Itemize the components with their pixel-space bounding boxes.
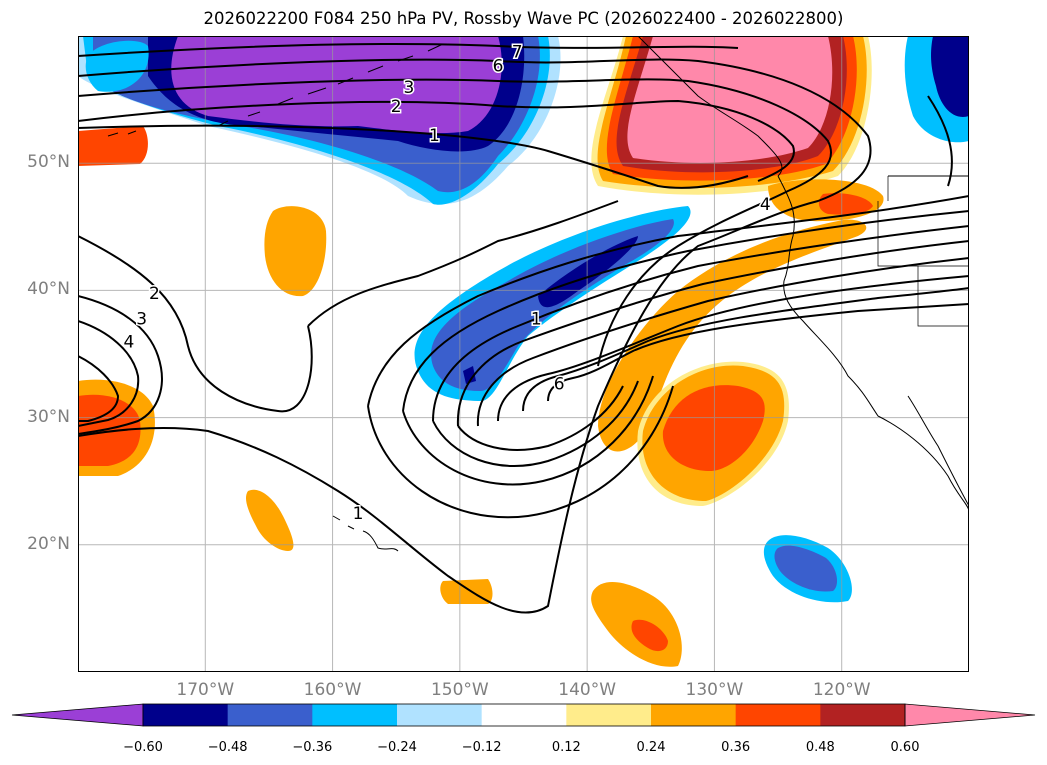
map-title: 2026022200 F084 250 hPa PV, Rossby Wave …: [203, 9, 844, 28]
contour-label: 3: [136, 309, 147, 329]
grid-lines: [78, 36, 969, 672]
pv-contours: [78, 43, 969, 614]
colorbar-tick-label: −0.36: [292, 740, 333, 755]
lat-tick-label: 40°N: [27, 279, 70, 300]
pv-contour: [78, 295, 163, 435]
lon-tick-label: 120°W: [812, 680, 871, 700]
contour-label: 6: [493, 56, 504, 76]
contour-label: 4: [760, 195, 771, 215]
negative-anomaly-ne-edge-navy: [931, 36, 969, 117]
pv-contour: [547, 303, 969, 402]
pv-contour: [78, 355, 120, 422]
map-border: [78, 36, 969, 672]
hawaii-islands: [332, 515, 399, 552]
colorbar-swatch: [651, 704, 737, 726]
pv-contour: [78, 58, 872, 614]
lon-tick-label: 140°W: [558, 680, 617, 700]
contour-label: 1: [429, 126, 440, 146]
lat-tick-label: 20°N: [27, 533, 70, 554]
pv-contour: [432, 225, 969, 422]
positive-anomaly-blob-30n-red: [662, 385, 765, 471]
anomaly-fill-layer: [78, 36, 969, 667]
positive-anomaly-blob-23n: [245, 489, 294, 551]
negative-anomaly-trough-navy: [538, 236, 638, 308]
colorbar-frame: [142, 703, 906, 727]
contour-label: 4: [124, 332, 135, 352]
pv-contour: [402, 210, 969, 412]
pv-contour: [522, 287, 969, 412]
negative-anomaly-trough-navy-small: [463, 366, 476, 384]
contour-label: 3: [404, 78, 415, 98]
lon-tick-label: 150°W: [430, 680, 489, 700]
contour-label: 7: [512, 42, 523, 62]
colorbar-tick-label: 0.60: [890, 740, 920, 755]
positive-anomaly-blob-15n-red: [631, 619, 668, 652]
lat-tick-label: 50°N: [27, 152, 70, 173]
lat-tick-label: 30°N: [27, 406, 70, 427]
colorbar-swatch: [735, 704, 821, 726]
colorbar-swatch: [566, 704, 652, 726]
pv-contour: [476, 257, 969, 427]
positive-anomaly-west-30n-red: [78, 394, 141, 466]
pv-contour: [367, 195, 969, 407]
colorbar: [11, 703, 1036, 727]
colorbar-swatch: [820, 704, 906, 726]
pv-contour: [78, 78, 833, 367]
contour-label: 2: [149, 284, 160, 304]
pv-contour: [402, 375, 654, 486]
baja-coastline: [907, 395, 969, 507]
pv-contour: [497, 275, 969, 422]
colorbar-swatch: [397, 704, 483, 726]
colorbar-tick-label: 0.12: [551, 740, 581, 755]
colorbar-swatch: [227, 704, 313, 726]
pv-contour: [457, 385, 624, 451]
pv-contour: [78, 124, 749, 189]
pv-contour: [456, 240, 969, 427]
negative-anomaly-blob-18n-blue: [774, 545, 838, 592]
colorbar-extend-max: [904, 703, 1036, 727]
contour-label: 1: [531, 309, 542, 329]
positive-anomaly-blob-17n: [440, 579, 493, 604]
lon-tick-label: 130°W: [685, 680, 744, 700]
colorbar-tick-label: 0.36: [721, 740, 751, 755]
colorbar-tick-label: −0.60: [123, 740, 163, 755]
lon-tick-label: 170°W: [176, 680, 235, 700]
colorbar-swatch: [481, 704, 567, 726]
colorbar-tick-label: −0.12: [461, 740, 502, 755]
colorbar-tick-label: 0.24: [636, 740, 666, 755]
contour-label: 6: [554, 374, 565, 394]
pv-contour: [78, 99, 795, 182]
pv-contour: [432, 380, 639, 467]
positive-anomaly-ne-pink: [627, 36, 833, 163]
pv-contour: [78, 320, 140, 427]
positive-anomaly-blob-40n: [264, 206, 327, 297]
alaska-coast: [637, 36, 783, 177]
pv-contour: [367, 385, 674, 519]
pv-contour: [78, 235, 313, 413]
colorbar-swatches: [11, 703, 1036, 727]
colorbar-extend-min: [11, 703, 144, 727]
colorbar-tick-label: −0.24: [377, 740, 417, 755]
positive-anomaly-pnw-red: [818, 193, 873, 215]
pv-contour: [307, 200, 619, 327]
colorbar-swatch: [143, 704, 229, 726]
positive-anomaly-west-50n: [78, 126, 148, 166]
pv-contour: [78, 43, 739, 57]
pv-contour: [927, 95, 953, 187]
north-america-coastline: [777, 175, 969, 512]
contour-label: 2: [391, 97, 402, 117]
lon-tick-label: 160°W: [303, 680, 362, 700]
contour-label: 1: [353, 504, 364, 524]
colorbar-tick-label: 0.48: [805, 740, 835, 755]
colorbar-tick-label: −0.48: [207, 740, 248, 755]
colorbar-swatch: [312, 704, 398, 726]
state-borders: [877, 176, 969, 327]
